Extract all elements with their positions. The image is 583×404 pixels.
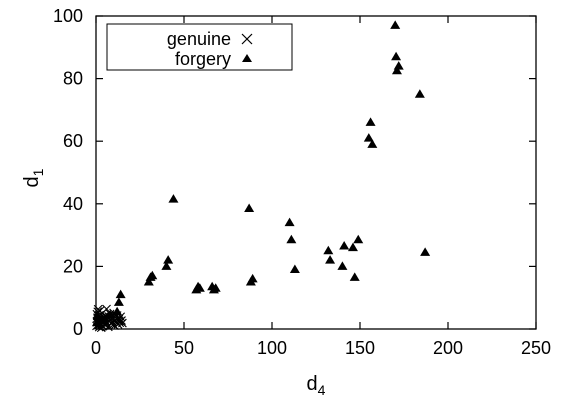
point-forgery xyxy=(113,297,124,306)
point-genuine xyxy=(108,320,118,330)
point-forgery xyxy=(161,261,172,270)
y-axis-label: d1 xyxy=(21,168,46,187)
y-tick-label: 80 xyxy=(63,69,83,89)
point-forgery xyxy=(284,217,295,227)
point-forgery xyxy=(391,51,402,61)
point-forgery xyxy=(339,241,350,250)
point-forgery xyxy=(363,133,374,142)
point-forgery xyxy=(286,234,297,244)
y-tick-label: 40 xyxy=(63,194,83,214)
legend: genuine forgery xyxy=(106,23,293,71)
plot-frame xyxy=(95,15,537,330)
x-tick-label: 150 xyxy=(345,338,375,358)
point-forgery xyxy=(365,117,376,126)
point-forgery xyxy=(393,61,404,70)
point-forgery xyxy=(414,89,425,98)
axis-tick-labels: 0 50 100 150 200 250 0 20 40 60 80 100 xyxy=(53,6,551,358)
point-forgery xyxy=(420,247,431,256)
point-forgery xyxy=(347,242,358,252)
point-forgery xyxy=(337,261,348,270)
point-forgery xyxy=(168,194,179,203)
legend-label-genuine: genuine xyxy=(167,29,231,49)
point-genuine xyxy=(114,316,124,326)
point-forgery xyxy=(143,277,154,286)
data-points xyxy=(91,20,431,333)
point-forgery xyxy=(325,255,336,264)
legend-label-forgery: forgery xyxy=(175,49,231,69)
point-forgery xyxy=(115,289,126,299)
point-forgery xyxy=(367,139,378,148)
point-forgery xyxy=(147,270,158,280)
point-forgery xyxy=(323,245,334,255)
legend-marker-forgery xyxy=(242,54,252,62)
point-forgery xyxy=(247,273,258,283)
point-forgery xyxy=(353,234,364,244)
point-forgery xyxy=(194,283,205,292)
point-forgery xyxy=(210,283,221,292)
legend-marker-genuine xyxy=(241,33,253,45)
point-forgery xyxy=(99,316,110,325)
y-tick-label: 0 xyxy=(73,319,83,339)
point-forgery xyxy=(112,306,123,316)
point-forgery xyxy=(105,309,116,319)
x-tick-label: 50 xyxy=(174,338,194,358)
legend-box xyxy=(106,23,293,71)
point-forgery xyxy=(391,65,402,75)
point-genuine xyxy=(117,316,126,325)
x-axis-label: d4 xyxy=(307,373,326,398)
x-tick-label: 0 xyxy=(91,338,101,358)
x-tick-label: 100 xyxy=(257,338,287,358)
point-forgery xyxy=(244,203,255,212)
x-tick-label: 200 xyxy=(433,338,463,358)
y-tick-label: 60 xyxy=(63,131,83,151)
point-forgery xyxy=(390,20,401,29)
point-forgery xyxy=(94,319,105,328)
point-forgery xyxy=(163,255,174,264)
x-tick-label: 250 xyxy=(521,338,551,358)
point-forgery xyxy=(289,264,300,274)
y-tick-label: 100 xyxy=(53,6,83,26)
y-tick-label: 20 xyxy=(63,256,83,276)
point-forgery xyxy=(349,272,360,281)
